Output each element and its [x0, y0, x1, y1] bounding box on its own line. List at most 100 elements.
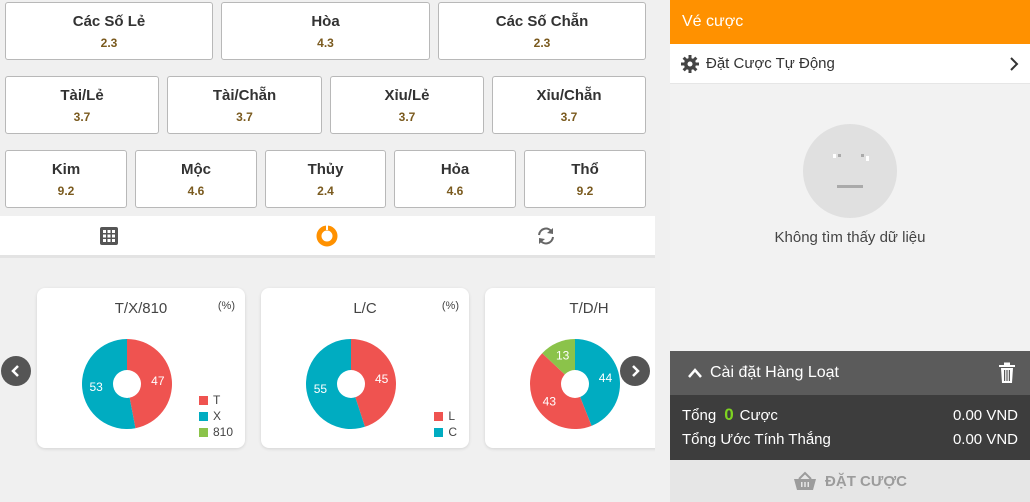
bet-odd: 4.6 [187, 183, 205, 198]
bet-board: Các Số Lẻ 2.3 Hòa 4.3 Các Số Chẵn 2.3 Tà… [0, 2, 655, 476]
refresh-icon [537, 227, 554, 244]
bet-label: Hòa [311, 12, 340, 30]
bet-label: Thổ [571, 160, 599, 178]
legend-item: L [434, 408, 457, 424]
bet-odd: 9.2 [57, 183, 75, 198]
pie-slice [127, 339, 172, 429]
auto-bet-row[interactable]: Đặt Cược Tự Động [670, 44, 1030, 84]
bet-button-even[interactable]: Các Số Chẵn 2.3 [438, 2, 646, 60]
bet-button-draw[interactable]: Hòa 4.3 [221, 2, 430, 60]
bet-label: Các Số Chẵn [495, 12, 589, 30]
legend-item: T [198, 392, 233, 408]
bet-label: Hỏa [440, 160, 470, 178]
pie-slice-label: 47 [151, 374, 165, 388]
chevron-up-icon [688, 368, 702, 378]
bet-label: Thủy [307, 160, 344, 178]
bet-odd: 3.7 [236, 109, 253, 124]
bet-odd: 3.7 [560, 109, 578, 124]
bet-label: Kim [51, 160, 81, 178]
pie-slice-label: 53 [89, 380, 103, 394]
estimated-win-label: Tổng Ước Tính Thắng [682, 430, 831, 448]
donut-hole [561, 370, 589, 398]
estimated-win-row: Tổng Ước Tính Thắng 0.00 VND [682, 427, 1018, 451]
carousel-next-button[interactable] [620, 356, 650, 386]
pie-slice [530, 353, 592, 429]
donut-hole [337, 370, 365, 398]
bet-button-big-odd[interactable]: Tài/Lẻ 3.7 [5, 76, 159, 134]
bet-row-3: Kim 9.2 Mộc 4.6 Thủy 2.4 Hỏa 4.6 Thổ 9.2 [0, 150, 651, 208]
bet-label: Xỉu/Chẵn [536, 86, 602, 104]
bet-label: Mộc [181, 160, 211, 178]
total-bets-row: Tổng 0 Cược 0.00 VND [682, 403, 1018, 427]
bet-odd: 2.4 [317, 183, 334, 198]
pie-slice [81, 339, 136, 429]
bet-button-big-even[interactable]: Tài/Chẵn 3.7 [167, 76, 322, 134]
total-amount: 0.00 VND [952, 406, 1018, 424]
pie-slice-label: 13 [556, 349, 570, 363]
carousel-prev-button[interactable] [1, 356, 31, 386]
ticket-title: Vé cược [670, 0, 1030, 44]
chart-legend: T X 810 [198, 392, 233, 440]
batch-settings-label: Cài đặt Hàng Loạt [710, 364, 839, 381]
total-label: Tổng [682, 407, 717, 424]
bet-button-odd[interactable]: Các Số Lẻ 2.3 [5, 2, 213, 60]
pie-slice-label: 44 [599, 371, 613, 385]
chart-card: T/X/810 (%) 47 53 T X 810 [37, 288, 245, 448]
empty-message: Không tìm thấy dữ liệu [774, 229, 926, 246]
chevron-left-icon [11, 365, 19, 377]
bet-odd: 4.3 [317, 35, 334, 50]
bet-button-small-even[interactable]: Xỉu/Chẵn 3.7 [492, 76, 646, 134]
chart-unit: (%) [441, 300, 459, 312]
tab-refresh[interactable] [437, 216, 655, 255]
pie-chart: 45 55 [306, 339, 396, 429]
bet-label: Cược [739, 407, 778, 424]
chart-card: L/C (%) 45 55 L C [261, 288, 469, 448]
donut-hole [113, 370, 141, 398]
basket-icon [794, 471, 817, 490]
batch-settings-bar[interactable]: Cài đặt Hàng Loạt [670, 351, 1030, 395]
bet-ticket-panel: Vé cược Đặt Cược Tự Động Không tìm thấy … [670, 0, 1030, 502]
bet-button-fire[interactable]: Hỏa 4.6 [394, 150, 516, 208]
bet-button-metal[interactable]: Kim 9.2 [5, 150, 127, 208]
chart-carousel: T/X/810 (%) 47 53 T X 810 L/C (%) 45 55 L … [0, 261, 655, 476]
chevron-right-icon [632, 365, 640, 377]
chart-card: T/D/H 44 43 13 [485, 288, 655, 448]
legend-item: 810 [198, 424, 233, 440]
chart-legend: L C [434, 408, 457, 440]
bet-button-water[interactable]: Thủy 2.4 [265, 150, 386, 208]
bet-label: Tài/Chẵn [212, 86, 277, 104]
view-tabs [0, 216, 655, 258]
bet-row-1: Các Số Lẻ 2.3 Hòa 4.3 Các Số Chẵn 2.3 [0, 2, 651, 60]
bet-odd: 3.7 [398, 109, 416, 124]
bet-button-earth[interactable]: Thổ 9.2 [524, 150, 646, 208]
pie-slice-label: 45 [375, 372, 389, 386]
estimated-win-amount: 0.00 VND [952, 430, 1018, 448]
chevron-right-icon [1010, 56, 1019, 71]
trash-icon[interactable] [998, 362, 1016, 384]
chart-title: T/X/810 [114, 300, 168, 317]
pie-slice [351, 339, 396, 427]
bet-label: Các Số Lẻ [72, 12, 146, 30]
bet-row-2: Tài/Lẻ 3.7 Tài/Chẵn 3.7 Xỉu/Lẻ 3.7 Xỉu/C… [0, 76, 651, 134]
bet-odd: 4.6 [446, 183, 464, 198]
gear-icon [681, 54, 699, 73]
bet-button-wood[interactable]: Mộc 4.6 [135, 150, 257, 208]
bet-label: Tài/Lẻ [60, 86, 104, 104]
auto-bet-label: Đặt Cược Tự Động [706, 55, 835, 72]
tab-grid[interactable] [0, 216, 218, 255]
tab-chart[interactable] [218, 216, 436, 255]
legend-item: C [434, 424, 457, 440]
pie-slice-label: 43 [543, 394, 557, 408]
bet-odd: 3.7 [73, 109, 91, 124]
bet-label: Xỉu/Lẻ [384, 86, 430, 104]
place-bet-button[interactable]: ĐẶT CƯỢC [670, 460, 1030, 502]
chart-title: L/C [353, 300, 377, 317]
donut-chart-icon [316, 224, 338, 246]
bet-button-small-odd[interactable]: Xỉu/Lẻ 3.7 [330, 76, 484, 134]
total-count: 0 [724, 405, 734, 424]
chart-title: T/D/H [569, 300, 609, 317]
chart-unit: (%) [217, 300, 235, 312]
pie-slice [575, 339, 620, 426]
bet-odd: 2.3 [100, 35, 118, 50]
pie-chart: 47 53 [81, 339, 172, 429]
